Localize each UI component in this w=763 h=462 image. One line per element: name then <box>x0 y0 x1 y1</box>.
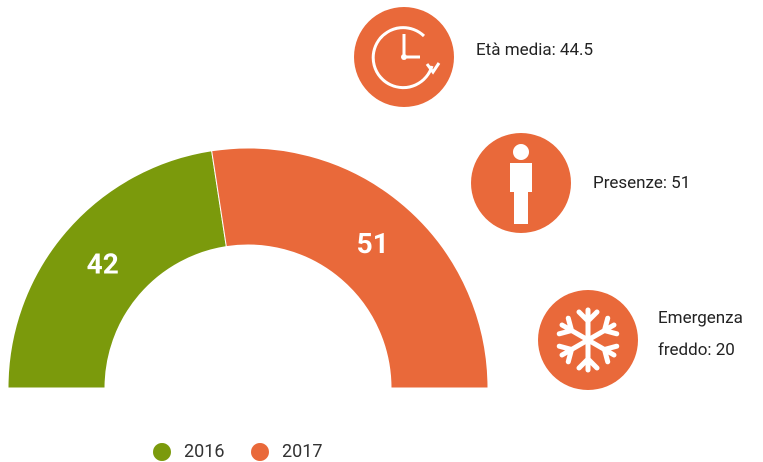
info-label: Presenze: 51 <box>593 173 691 193</box>
info-label: Età media: 44.5 <box>476 40 594 60</box>
legend-label: 2017 <box>282 441 322 462</box>
info-label: Emergenza freddo: 20 <box>658 308 743 360</box>
data-label: 51 <box>357 227 389 260</box>
legend-swatch <box>251 443 269 461</box>
donut-segment <box>211 147 489 389</box>
legend-label: 2016 <box>184 441 224 462</box>
snowflake-icon <box>538 290 638 390</box>
clock-icon <box>354 7 454 107</box>
person-icon <box>471 133 571 233</box>
legend-swatch <box>153 443 171 461</box>
data-label: 42 <box>87 248 119 281</box>
donut-segment <box>7 150 227 389</box>
